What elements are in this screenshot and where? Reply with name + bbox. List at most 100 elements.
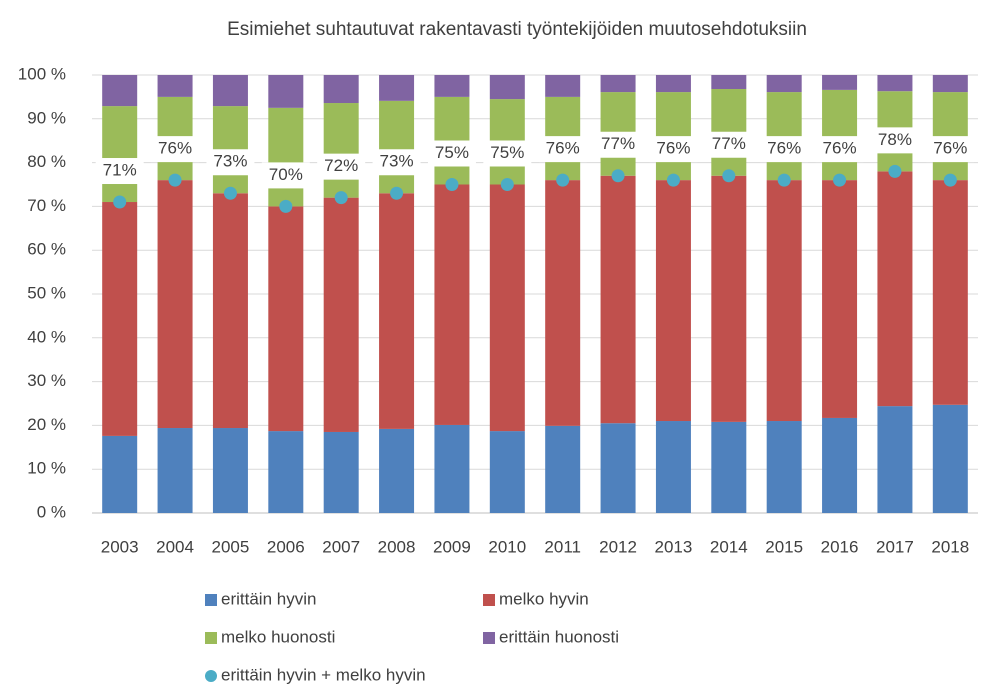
data-label: 73% bbox=[213, 152, 247, 171]
bar-segment bbox=[102, 75, 138, 107]
data-label-bg bbox=[206, 149, 255, 176]
bar-segment bbox=[379, 193, 415, 429]
bar-segment bbox=[877, 75, 913, 92]
legend-marker bbox=[205, 670, 217, 682]
data-label: 78% bbox=[878, 130, 912, 149]
data-label-bg bbox=[261, 162, 310, 189]
x-tick-label: 2017 bbox=[876, 537, 914, 556]
dot bbox=[334, 191, 348, 205]
x-tick-label: 2018 bbox=[931, 537, 969, 556]
x-tick-label: 2014 bbox=[710, 537, 748, 556]
bar-segment bbox=[822, 180, 858, 418]
bar-segment bbox=[545, 75, 581, 97]
legend-label: melko huonosti bbox=[221, 627, 335, 646]
bar-segment bbox=[157, 75, 193, 97]
data-label-bg bbox=[704, 131, 753, 158]
data-label: 72% bbox=[324, 156, 358, 175]
data-label-bg bbox=[649, 136, 698, 163]
data-label: 70% bbox=[269, 165, 303, 184]
y-tick-label: 80 % bbox=[27, 152, 66, 171]
bar-segment bbox=[379, 100, 415, 194]
data-label: 76% bbox=[158, 139, 192, 158]
bar-segment bbox=[545, 425, 581, 513]
x-tick-label: 2012 bbox=[599, 537, 637, 556]
dot bbox=[500, 178, 514, 191]
legend-label: erittäin hyvin bbox=[221, 589, 316, 608]
dot bbox=[113, 195, 127, 209]
dot bbox=[722, 169, 736, 183]
bar-segment bbox=[379, 75, 415, 101]
bar-segment bbox=[212, 428, 248, 513]
bar-segment bbox=[711, 421, 747, 513]
dot bbox=[168, 173, 182, 187]
dot bbox=[279, 199, 293, 213]
dot bbox=[777, 173, 791, 187]
bar-segment bbox=[822, 75, 858, 90]
data-label-bg bbox=[538, 136, 587, 163]
data-label-bg bbox=[760, 136, 809, 163]
bar-segment bbox=[323, 197, 359, 432]
bar-segment bbox=[600, 423, 636, 513]
x-tick-label: 2011 bbox=[544, 537, 581, 556]
legend-marker bbox=[205, 632, 217, 644]
bar-segment bbox=[600, 175, 636, 424]
bar-segment bbox=[489, 184, 525, 432]
x-tick-label: 2009 bbox=[433, 537, 471, 556]
dot bbox=[666, 173, 680, 187]
x-tick-label: 2016 bbox=[821, 537, 859, 556]
bar-segment bbox=[323, 431, 359, 513]
data-label: 75% bbox=[490, 143, 524, 162]
data-label: 76% bbox=[656, 139, 690, 158]
dot bbox=[556, 173, 570, 187]
y-tick-label: 60 % bbox=[27, 240, 66, 259]
dot bbox=[888, 164, 902, 178]
legend-label: melko hyvin bbox=[499, 589, 589, 608]
bar-segment bbox=[379, 428, 415, 513]
x-tick-label: 2003 bbox=[101, 537, 139, 556]
y-tick-label: 50 % bbox=[27, 283, 66, 302]
data-label-bg bbox=[870, 127, 919, 154]
bar-segment bbox=[434, 424, 470, 513]
y-tick-label: 20 % bbox=[27, 415, 66, 434]
bar-segment bbox=[268, 75, 304, 108]
bar-segment bbox=[655, 180, 691, 422]
bar-segment bbox=[434, 75, 470, 97]
bar-segment bbox=[268, 206, 304, 432]
data-label-bg bbox=[815, 136, 864, 163]
x-tick-label: 2006 bbox=[267, 537, 305, 556]
bar-segment bbox=[932, 75, 968, 93]
y-tick-label: 30 % bbox=[27, 371, 66, 390]
bar-segment bbox=[766, 92, 802, 181]
dot bbox=[223, 186, 237, 200]
bar-segment bbox=[877, 171, 913, 407]
bar-segment bbox=[600, 75, 636, 93]
data-label: 76% bbox=[767, 139, 801, 158]
data-label: 77% bbox=[712, 134, 746, 153]
bar-segment bbox=[711, 175, 747, 422]
y-tick-label: 10 % bbox=[27, 459, 66, 478]
dot bbox=[611, 169, 625, 183]
x-tick-label: 2010 bbox=[488, 537, 526, 556]
y-tick-label: 40 % bbox=[27, 327, 66, 346]
x-tick-label: 2013 bbox=[655, 537, 693, 556]
legend-marker bbox=[205, 594, 217, 606]
legend-label: erittäin hyvin + melko hyvin bbox=[221, 665, 426, 684]
bar-segment bbox=[434, 184, 470, 425]
data-label-bg bbox=[594, 131, 643, 158]
data-label-bg bbox=[151, 136, 200, 163]
bar-segment bbox=[822, 417, 858, 513]
x-tick-label: 2005 bbox=[212, 537, 250, 556]
y-tick-label: 70 % bbox=[27, 196, 66, 215]
bar-segment bbox=[102, 106, 138, 203]
bar-segment bbox=[323, 75, 359, 104]
x-tick-label: 2008 bbox=[378, 537, 416, 556]
dot bbox=[445, 178, 459, 191]
bar-segment bbox=[766, 180, 802, 422]
bar-segment bbox=[157, 180, 193, 429]
data-label: 77% bbox=[601, 134, 635, 153]
bar-segment bbox=[268, 431, 304, 513]
bar-segment bbox=[655, 92, 691, 181]
bar-segment bbox=[157, 428, 193, 513]
x-tick-label: 2015 bbox=[765, 537, 803, 556]
bar-segment bbox=[102, 435, 138, 513]
